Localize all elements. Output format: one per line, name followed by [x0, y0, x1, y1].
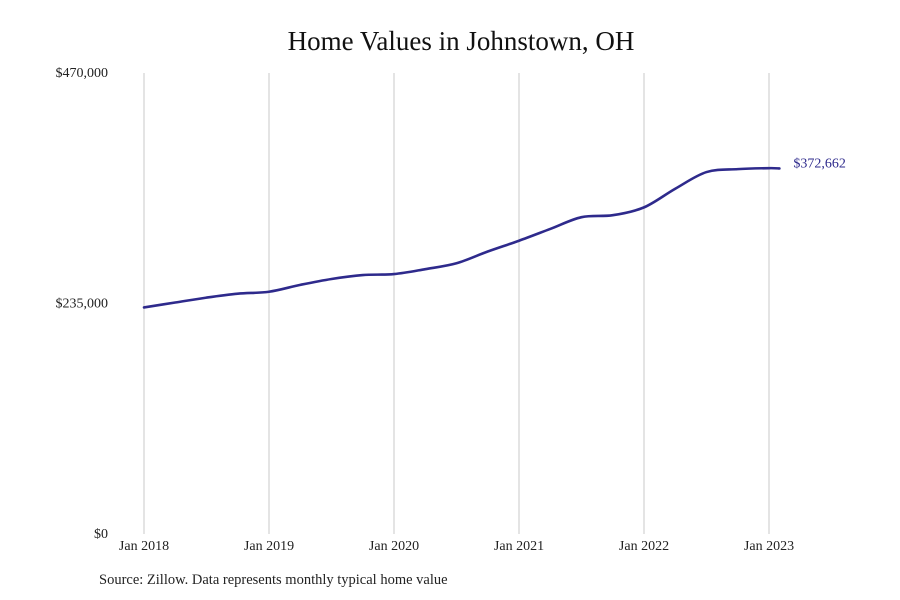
x-tick-label: Jan 2019	[244, 539, 294, 554]
series-layer: $372,662	[142, 156, 846, 309]
x-tick-label: Jan 2018	[119, 539, 169, 554]
x-tick-label: Jan 2022	[619, 539, 669, 554]
y-tick-label: $0	[94, 527, 108, 542]
x-tick-label: Jan 2020	[369, 539, 419, 554]
series-line	[142, 166, 781, 309]
y-axis-ticks: $0 $235,000 $470,000	[56, 66, 109, 542]
chart-title: Home Values in Johnstown, OH	[287, 26, 635, 56]
source-note: Source: Zillow. Data represents monthly …	[99, 572, 448, 588]
x-tick-label: Jan 2023	[744, 539, 794, 554]
y-tick-label: $470,000	[56, 66, 109, 81]
end-value-label: $372,662	[793, 156, 846, 171]
grid-lines	[143, 73, 770, 534]
x-tick-label: Jan 2021	[494, 539, 544, 554]
x-axis-ticks: Jan 2018 Jan 2019 Jan 2020 Jan 2021 Jan 2022…	[119, 539, 794, 554]
y-tick-label: $235,000	[56, 297, 109, 312]
